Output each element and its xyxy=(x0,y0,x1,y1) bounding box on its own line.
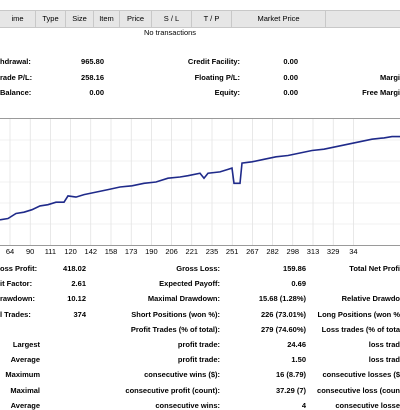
x-tick-label: 158 xyxy=(104,247,118,256)
stat-label-col3: consecutive loss (coun xyxy=(317,385,400,395)
column-header-time[interactable]: ime xyxy=(0,11,36,27)
stat-label-col1: rawdown: xyxy=(0,294,35,304)
stat-label-col2: consecutive profit (count): xyxy=(125,385,220,395)
balance-label: Balance: xyxy=(0,88,32,97)
x-tick-label: 173 xyxy=(124,247,138,256)
column-header-sl[interactable]: S / L xyxy=(152,11,192,27)
stat-value-col2: 0.69 xyxy=(291,279,306,289)
x-tick-label: 282 xyxy=(266,247,279,256)
stat-label-col1: Maximal xyxy=(10,385,40,395)
stat-label-col1: Average xyxy=(10,400,40,410)
column-header-type[interactable]: Type xyxy=(36,11,66,27)
trade-pl-value: 258.16 xyxy=(81,73,104,82)
column-header-price[interactable]: Price xyxy=(120,11,152,27)
stat-label-col1: l Trades: xyxy=(0,309,31,319)
stat-value-col2: 279 (74.60%) xyxy=(260,324,306,334)
stat-label-col3: consecutive losses ($ xyxy=(322,370,400,380)
stat-value-col2: 4 xyxy=(301,400,306,410)
credit-facility-value: 0.00 xyxy=(283,57,298,66)
stat-label-col3: Loss trades (% of tota xyxy=(321,324,400,334)
stat-label-col2: Expected Payoff: xyxy=(159,279,220,289)
x-tick-label: 313 xyxy=(306,247,320,256)
stat-value-col2: 226 (73.01%) xyxy=(260,309,306,319)
x-tick-label: 90 xyxy=(26,247,35,256)
balance-chart-svg xyxy=(0,119,400,245)
stat-label-col3: Relative Drawdo xyxy=(341,294,400,304)
floating-pl-label: Floating P/L: xyxy=(194,73,240,82)
withdrawal-value: 965.80 xyxy=(81,57,104,66)
trade-pl-label: rade P/L: xyxy=(0,73,33,82)
balance-line xyxy=(0,135,400,221)
stat-label-col3: consecutive losse xyxy=(335,400,400,410)
column-header-item[interactable]: Item xyxy=(94,11,120,27)
stat-label-col3: loss trad xyxy=(368,340,400,349)
stat-label-col3: loss trad xyxy=(368,355,400,365)
column-header-size[interactable]: Size xyxy=(66,11,94,27)
stat-value-col2: 16 (8.79) xyxy=(275,370,306,380)
stat-label-col1: Largest xyxy=(12,340,40,349)
stat-label-col1: Average xyxy=(10,355,40,365)
stat-label-col2: profit trade: xyxy=(177,355,220,365)
x-tick-label: 298 xyxy=(286,247,300,256)
credit-facility-label: Credit Facility: xyxy=(187,57,240,66)
stat-value-col2: 24.46 xyxy=(287,340,306,349)
x-tick-label: 142 xyxy=(84,247,98,256)
x-tick-label: 120 xyxy=(64,247,77,256)
x-tick-label: 111 xyxy=(44,247,57,256)
column-header-tp[interactable]: T / P xyxy=(192,11,232,27)
x-tick-label: 267 xyxy=(246,247,259,256)
stat-value-col2: 15.68 (1.28%) xyxy=(258,294,306,304)
x-tick-label: 235 xyxy=(205,247,219,256)
stat-label-col1: Maximum xyxy=(5,370,40,380)
column-header-extra xyxy=(326,11,400,27)
stat-label-col1: oss Profit: xyxy=(0,264,38,273)
column-header-market-price[interactable]: Market Price xyxy=(232,11,326,27)
stat-value-col1: 418.02 xyxy=(63,264,86,273)
stat-label-col2: Short Positions (won %): xyxy=(131,309,220,319)
stat-label-col2: profit trade: xyxy=(177,340,220,349)
stat-value-col2: 37.29 (7) xyxy=(275,385,306,395)
stat-value-col1: 10.12 xyxy=(67,294,86,304)
stat-value-col1: 374 xyxy=(73,309,86,319)
x-tick-label: 190 xyxy=(145,247,158,256)
withdrawal-label: hdrawal: xyxy=(0,57,31,66)
positions-header: ime Type Size Item Price S / L T / P Mar… xyxy=(0,10,400,28)
stat-label-col2: Profit Trades (% of total): xyxy=(130,324,220,334)
x-tick-label: 221 xyxy=(185,247,199,256)
stat-value-col2: 159.86 xyxy=(283,264,306,273)
stat-label-col2: consecutive wins ($): xyxy=(144,370,220,380)
balance-chart xyxy=(0,118,400,246)
stat-label-col1: it Factor: xyxy=(0,279,33,289)
free-margin-label: Free Margi xyxy=(362,88,400,97)
equity-label: Equity: xyxy=(214,88,240,97)
stat-label-col3: Long Positions (won % xyxy=(317,309,400,319)
no-transactions-text: No transactions xyxy=(143,28,197,37)
equity-value: 0.00 xyxy=(283,88,298,97)
stat-label-col2: Gross Loss: xyxy=(176,264,220,273)
stat-value-col2: 1.50 xyxy=(291,355,306,365)
x-tick-label: 34 xyxy=(349,247,358,256)
stat-label-col2: Maximal Drawdown: xyxy=(147,294,220,304)
x-tick-label: 64 xyxy=(5,247,15,256)
floating-pl-value: 0.00 xyxy=(283,73,298,82)
stat-label-col2: consecutive wins: xyxy=(155,400,220,410)
x-tick-label: 329 xyxy=(326,247,340,256)
balance-value: 0.00 xyxy=(89,88,104,97)
x-tick-label: 206 xyxy=(165,247,178,256)
margin-label: Margi xyxy=(379,73,400,82)
stat-label-col3: Total Net Profi xyxy=(349,264,400,273)
stat-value-col1: 2.61 xyxy=(71,279,86,289)
x-tick-label: 251 xyxy=(225,247,239,256)
